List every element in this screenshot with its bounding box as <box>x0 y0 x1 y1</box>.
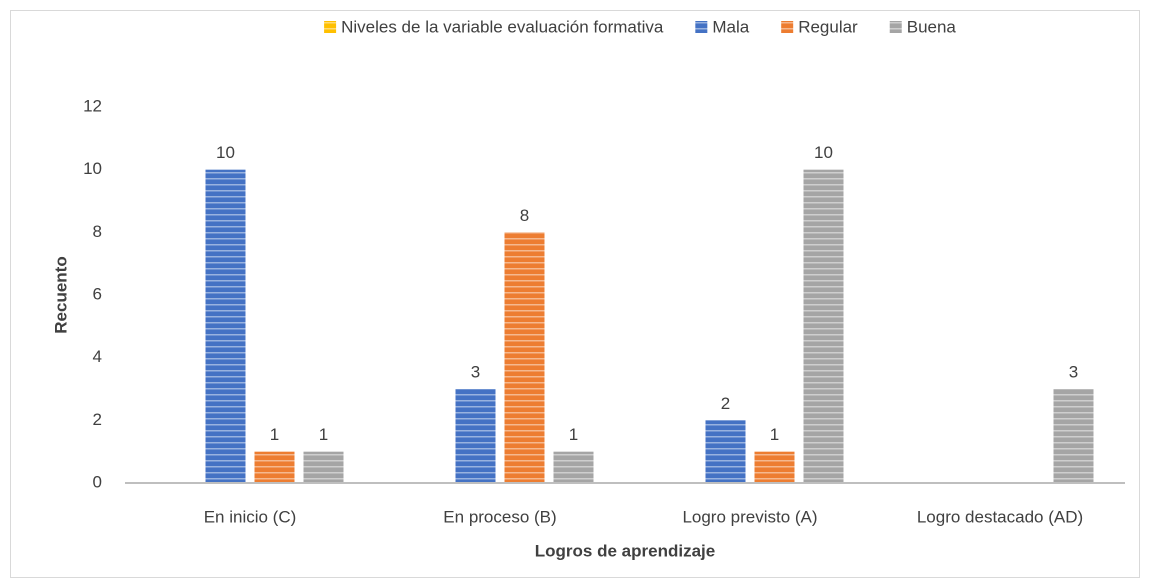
bar <box>303 451 344 483</box>
x-tick-label: Logro previsto (A) <box>682 507 817 526</box>
bar <box>455 389 496 483</box>
data-label: 8 <box>520 206 529 225</box>
y-tick-label: 0 <box>93 472 102 491</box>
y-tick-label: 12 <box>83 96 102 115</box>
legend-swatch <box>695 21 708 33</box>
legend-label: Buena <box>907 17 957 36</box>
data-label: 3 <box>471 362 480 381</box>
bar <box>553 451 594 483</box>
data-label: 1 <box>569 425 578 444</box>
data-label: 3 <box>1069 362 1078 381</box>
x-tick-label: En proceso (B) <box>443 507 556 526</box>
legend-swatch <box>781 21 794 33</box>
bar <box>1053 389 1094 483</box>
bar <box>205 169 246 483</box>
bar <box>705 420 746 483</box>
legend-swatch <box>889 21 902 33</box>
bar <box>504 232 545 483</box>
legend-swatch <box>324 21 337 33</box>
chart-border <box>10 10 1140 578</box>
x-tick-label: Logro destacado (AD) <box>917 507 1083 526</box>
data-label: 10 <box>814 143 833 162</box>
data-label: 2 <box>721 394 730 413</box>
y-tick-label: 10 <box>83 159 102 178</box>
y-axis-title: Recuento <box>51 256 70 333</box>
legend: Niveles de la variable evaluación format… <box>324 17 956 36</box>
y-tick-label: 6 <box>93 284 102 303</box>
data-label: 1 <box>270 425 279 444</box>
data-label: 1 <box>319 425 328 444</box>
y-tick-label: 8 <box>93 222 102 241</box>
data-label: 1 <box>770 425 779 444</box>
x-tick-label: En inicio (C) <box>204 507 297 526</box>
bar <box>803 169 844 483</box>
bar <box>254 451 295 483</box>
legend-label: Regular <box>798 17 858 36</box>
legend-label: Niveles de la variable evaluación format… <box>341 17 664 36</box>
bar <box>754 451 795 483</box>
y-tick-label: 2 <box>93 410 102 429</box>
y-tick-label: 4 <box>93 347 102 366</box>
legend-label: Mala <box>712 17 749 36</box>
x-axis-title: Logros de aprendizaje <box>535 541 715 560</box>
data-label: 10 <box>216 143 235 162</box>
